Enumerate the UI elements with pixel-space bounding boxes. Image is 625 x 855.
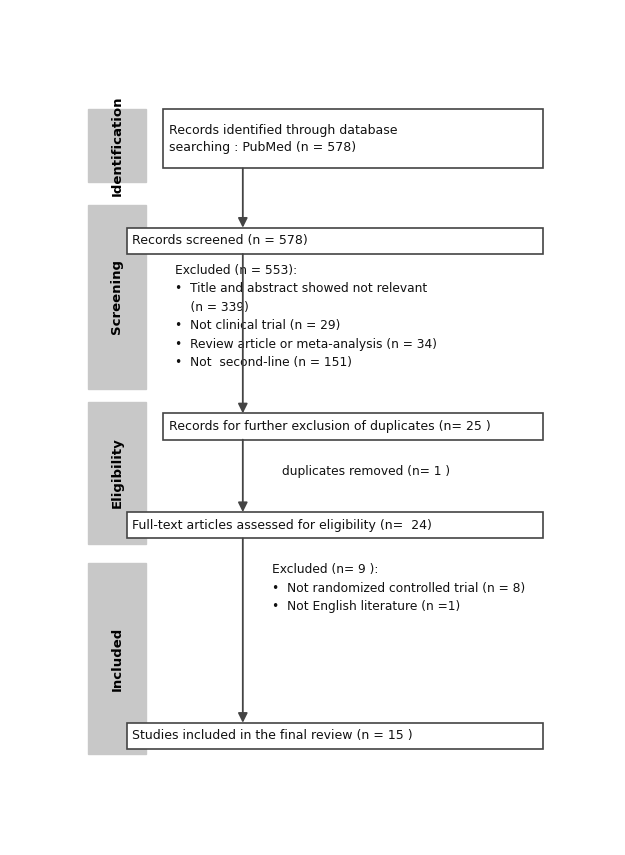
Text: Excluded (n= 9 ):
•  Not randomized controlled trial (n = 8)
•  Not English lite: Excluded (n= 9 ): • Not randomized contr… bbox=[272, 563, 525, 613]
Bar bbox=[126, 227, 543, 254]
Text: Excluded (n = 553):
•  Title and abstract showed not relevant
    (n = 339)
•  N: Excluded (n = 553): • Title and abstract… bbox=[175, 264, 437, 369]
Text: Included: Included bbox=[111, 627, 123, 691]
Text: duplicates removed (n= 1 ): duplicates removed (n= 1 ) bbox=[281, 465, 450, 478]
Bar bbox=[88, 109, 146, 181]
Text: Records for further exclusion of duplicates (n= 25 ): Records for further exclusion of duplica… bbox=[169, 420, 491, 433]
Bar bbox=[88, 402, 146, 544]
Bar bbox=[163, 109, 543, 168]
Text: Records screened (n = 578): Records screened (n = 578) bbox=[132, 234, 308, 247]
Bar bbox=[126, 722, 543, 749]
Text: Screening: Screening bbox=[111, 259, 123, 334]
Text: Identification: Identification bbox=[111, 95, 123, 196]
Bar bbox=[126, 512, 543, 539]
Text: Full-text articles assessed for eligibility (n=  24): Full-text articles assessed for eligibil… bbox=[132, 519, 432, 532]
Bar bbox=[163, 413, 543, 439]
Bar bbox=[88, 563, 146, 754]
Bar bbox=[88, 204, 146, 389]
Text: Studies included in the final review (n = 15 ): Studies included in the final review (n … bbox=[132, 729, 413, 742]
Text: Records identified through database
searching : PubMed (n = 578): Records identified through database sear… bbox=[169, 124, 398, 154]
Text: Eligibility: Eligibility bbox=[111, 438, 123, 508]
